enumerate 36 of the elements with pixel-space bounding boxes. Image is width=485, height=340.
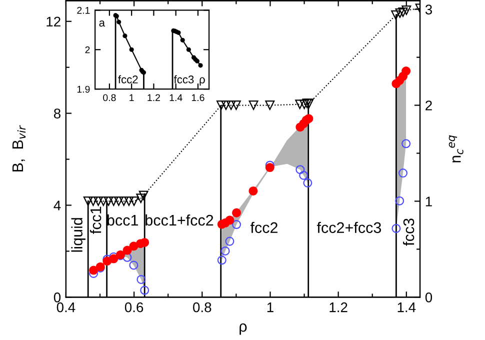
x-tick-label: 0.8 [193,302,212,312]
annotation: fcc2 [118,75,138,84]
y-tick-label: 12 [46,16,60,26]
x-tick-label: 1.2 [330,302,348,312]
annotation: fcc2 [250,222,278,234]
annotation: fcc1 [90,206,102,234]
y2-tick-label: 1 [426,196,432,206]
x-tick-label: 0.6 [124,302,144,312]
x-tick-label: 0.8 [103,94,116,102]
y-tick-label: 2 [85,46,90,54]
x-tick-label: 0.4 [56,302,76,312]
y-tick-label: 0 [54,292,61,302]
annotation: bcc1 [107,214,138,226]
y2-tick-label: 2 [426,100,432,110]
y2-tick-label: 3 [425,4,432,14]
annotation: liquid [71,218,86,252]
y-tick-label: 4 [54,200,61,210]
annotation: a [99,20,105,27]
y2-axis-title: n$_{c}$$^{eq}$ [448,135,464,162]
annotation: fcc3 [174,75,194,84]
annotation: bcc1+fcc2 [146,214,214,226]
annotation: ρ [200,77,205,86]
y-tick-label: 2.1 [77,6,90,14]
x-tick-label: 1.6 [192,94,204,102]
x-tick-label: 1.4 [398,302,416,312]
x-axis-title: ρ [240,323,247,335]
y-tick-label: 8 [54,108,60,118]
x-tick-label: 1.2 [148,94,160,101]
annotation: fcc2+fcc3 [316,222,382,234]
x-tick-label: 1 [267,302,274,312]
annotation: fcc3 [402,218,414,246]
x-tick-label: 1.4 [170,94,182,101]
y2-tick-label: 0 [425,292,432,302]
x-tick-label: 1 [130,94,134,101]
y-tick-label: 1.9 [77,86,90,93]
y-axis-title: B, B$_{vir}$ [12,125,26,172]
